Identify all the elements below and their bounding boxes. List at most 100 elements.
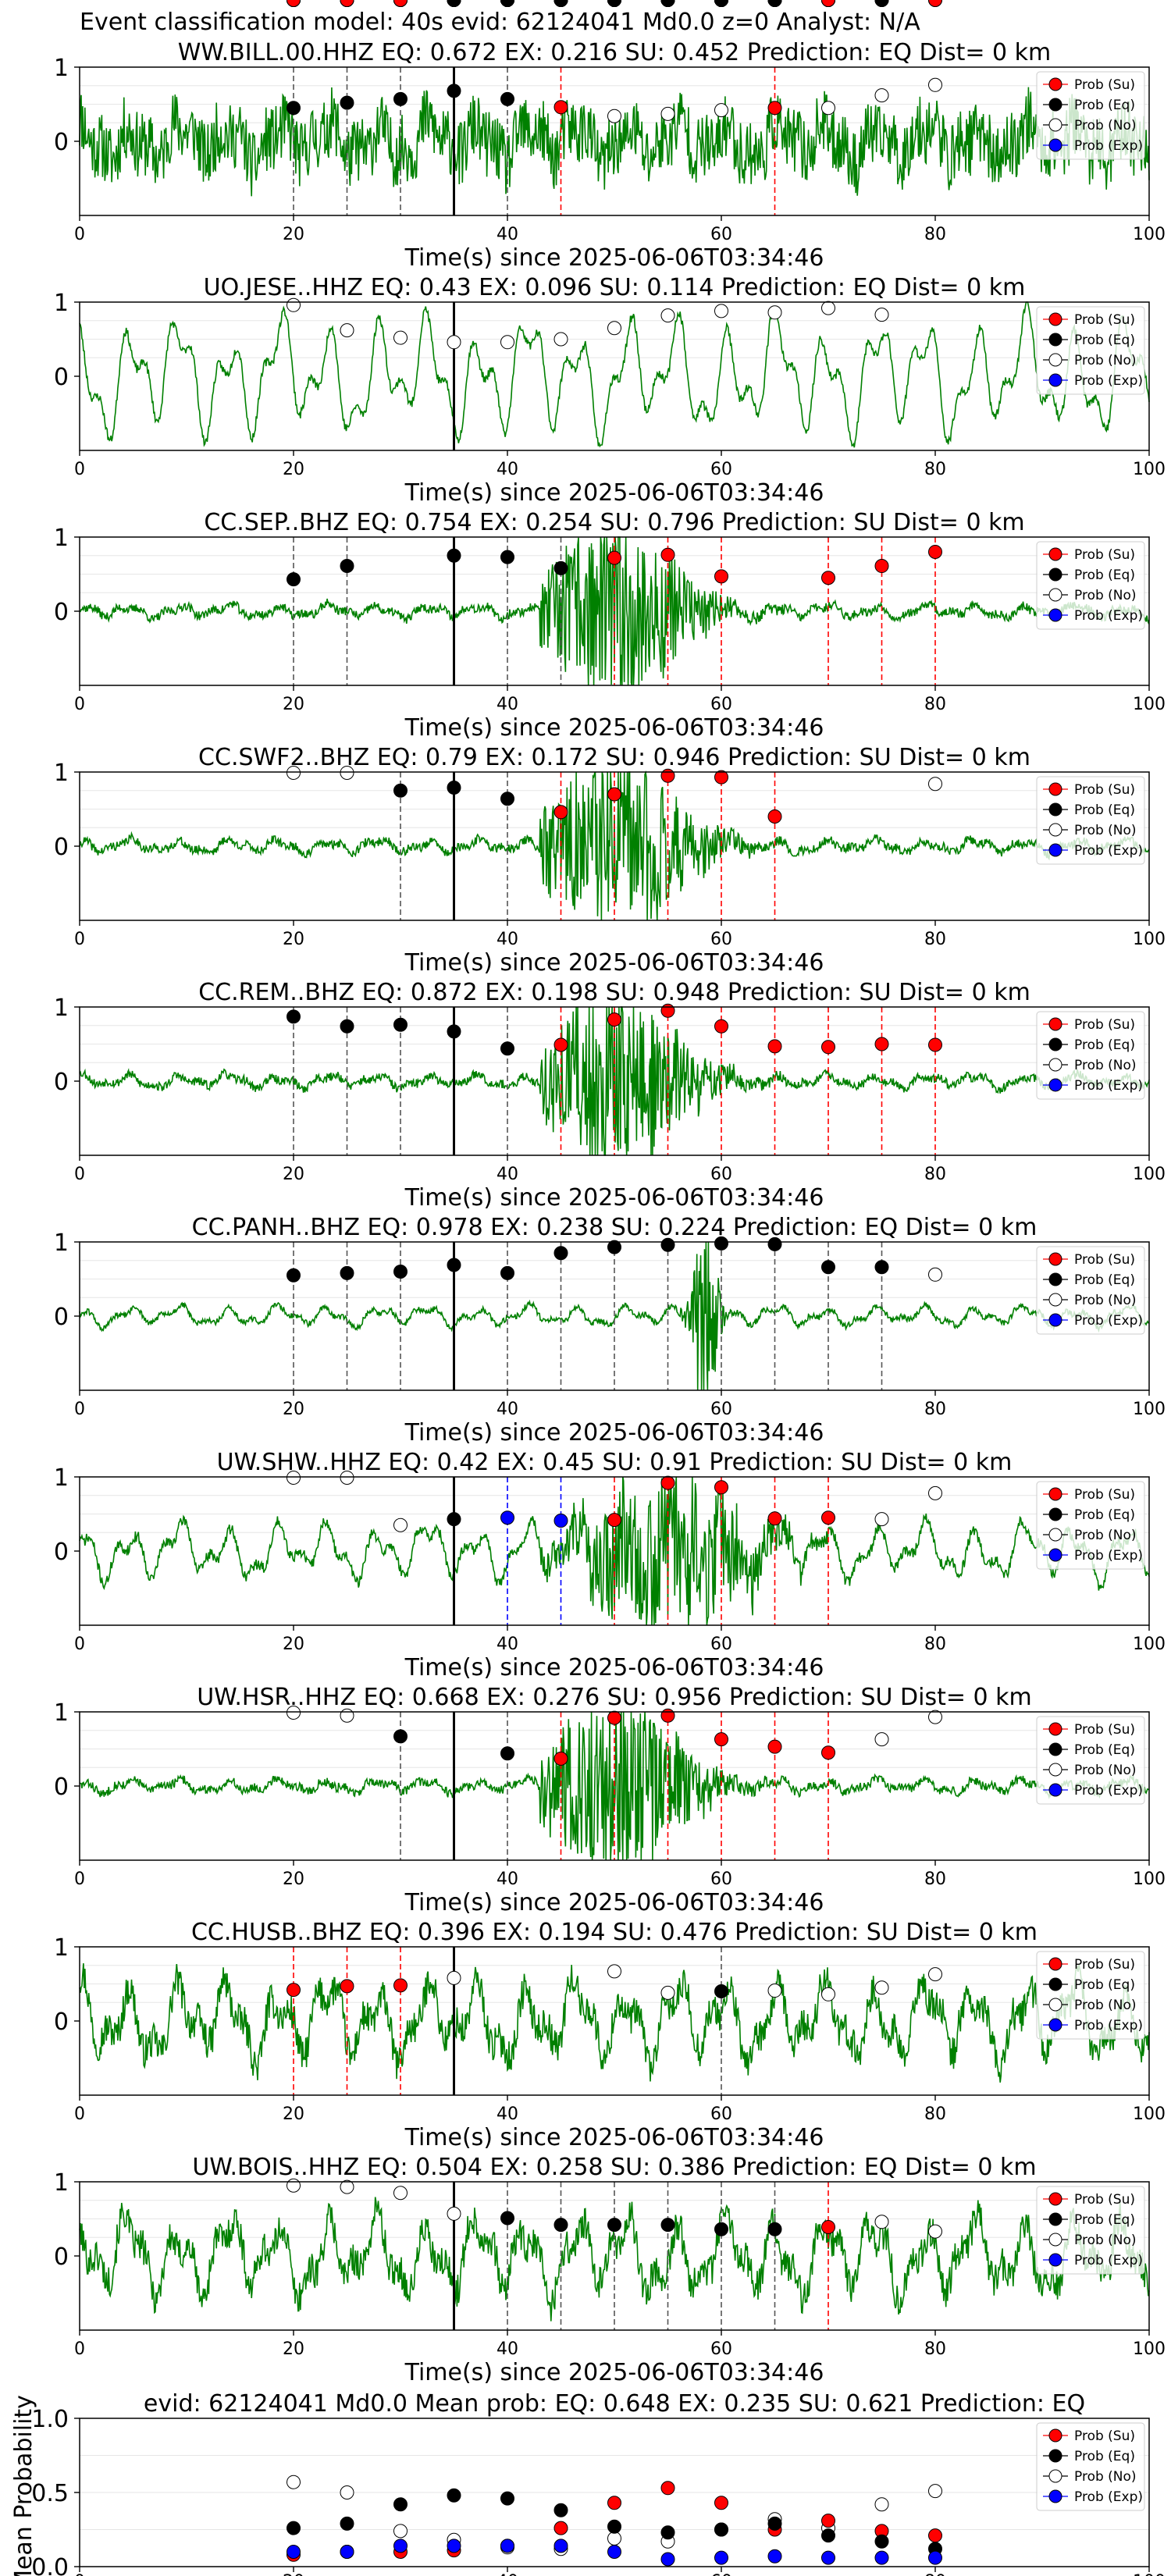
prob-point-su bbox=[928, 1037, 942, 1052]
y-tick-label: 0 bbox=[54, 834, 69, 861]
legend-label-no: Prob (No) bbox=[1074, 823, 1137, 838]
legend-marker-eq bbox=[1048, 802, 1062, 817]
prob-point-eq bbox=[447, 1258, 461, 1272]
x-tick-label: 100 bbox=[1133, 460, 1166, 479]
x-tick-label: 20 bbox=[283, 1400, 304, 1419]
legend-marker-no bbox=[1048, 1528, 1062, 1542]
prob-point-su bbox=[660, 768, 675, 783]
legend-marker-exp bbox=[1048, 2489, 1062, 2503]
prob-point-no bbox=[714, 304, 728, 318]
x-tick-label: 40 bbox=[497, 695, 518, 714]
prob-point-no bbox=[821, 1987, 835, 2001]
mean-point-no bbox=[928, 2484, 942, 2499]
legend-marker-exp bbox=[1048, 373, 1062, 387]
prob-point-su bbox=[821, 1510, 835, 1525]
prob-point-su bbox=[714, 770, 728, 785]
x-tick-label: 60 bbox=[710, 2572, 732, 2576]
x-tick-label: 60 bbox=[710, 2339, 732, 2359]
prob-point-eq bbox=[340, 559, 354, 574]
legend-marker-su bbox=[1048, 77, 1062, 91]
mean-point-eq bbox=[393, 2497, 408, 2512]
prob-point-no bbox=[287, 2178, 301, 2193]
prob-point-eq bbox=[553, 560, 568, 575]
prob-point-no bbox=[607, 1964, 621, 1979]
legend: Prob (Su) Prob (Eq) Prob (No) Prob (Exp) bbox=[1036, 2422, 1145, 2511]
legend-label-eq: Prob (Eq) bbox=[1074, 333, 1135, 348]
x-axis-label: Time(s) since 2025-06-06T03:34:46 bbox=[404, 1419, 824, 1446]
legend-marker-no bbox=[1048, 1058, 1062, 1072]
prob-point-no bbox=[928, 1485, 942, 1500]
prob-point-su bbox=[607, 550, 621, 565]
prob-point-su bbox=[393, 0, 408, 7]
legend: Prob (Su) Prob (Eq) Prob (No) Prob (Exp) bbox=[1036, 71, 1145, 160]
mean-point-su bbox=[660, 2481, 675, 2496]
legend-label-no: Prob (No) bbox=[1074, 1528, 1137, 1543]
x-tick-label: 20 bbox=[283, 460, 304, 479]
waveform-trace-9 bbox=[79, 2197, 1150, 2322]
prob-point-eq bbox=[714, 0, 728, 7]
legend-marker-su bbox=[1048, 1957, 1062, 1971]
x-tick-label: 0 bbox=[74, 1400, 85, 1419]
prob-point-no bbox=[340, 1470, 354, 1485]
prob-point-no bbox=[393, 330, 408, 345]
prob-point-eq bbox=[340, 1019, 354, 1034]
mean-point-no bbox=[874, 2497, 889, 2512]
mean-point-eq bbox=[287, 2521, 301, 2535]
prob-point-su bbox=[821, 1040, 835, 1055]
mean-point-su bbox=[714, 2496, 728, 2510]
waveform-trace-3 bbox=[79, 770, 1150, 921]
prob-point-su bbox=[607, 1513, 621, 1528]
x-tick-label: 80 bbox=[924, 1870, 946, 1889]
mean-point-exp bbox=[553, 2539, 568, 2553]
legend-label-exp: Prob (Exp) bbox=[1074, 2489, 1143, 2505]
x-tick-label: 20 bbox=[283, 1165, 304, 1184]
x-tick-label: 40 bbox=[497, 2572, 518, 2576]
prob-point-eq bbox=[767, 0, 782, 7]
prob-point-no bbox=[821, 301, 835, 315]
prob-point-no bbox=[874, 1512, 889, 1527]
prob-point-eq bbox=[607, 1240, 621, 1254]
prob-point-eq bbox=[393, 1265, 408, 1279]
x-axis-label: Time(s) since 2025-06-06T03:34:46 bbox=[404, 1654, 824, 1681]
prob-point-su bbox=[340, 1979, 354, 1994]
x-tick-label: 0 bbox=[74, 2105, 85, 2124]
y-tick-label: 1 bbox=[54, 290, 69, 317]
x-tick-label: 40 bbox=[497, 2105, 518, 2124]
chart-title: UW.SHW..HHZ EQ: 0.42 EX: 0.45 SU: 0.91 P… bbox=[217, 1449, 1013, 1476]
mean-point-exp bbox=[874, 2550, 889, 2565]
waveform-trace-8 bbox=[79, 1963, 1150, 2083]
y-tick-label: 0 bbox=[54, 599, 69, 626]
prob-point-no bbox=[447, 1970, 461, 1985]
prob-point-no bbox=[874, 2215, 889, 2229]
legend-label-eq: Prob (Eq) bbox=[1074, 98, 1135, 113]
mean-point-exp bbox=[821, 2550, 835, 2565]
prob-point-su bbox=[553, 1751, 568, 1766]
legend-label-no: Prob (No) bbox=[1074, 2233, 1137, 2248]
legend-frame bbox=[1036, 306, 1145, 395]
prob-point-su bbox=[607, 1012, 621, 1027]
mean-point-exp bbox=[928, 2550, 942, 2565]
mean-point-eq bbox=[874, 2534, 889, 2549]
x-tick-label: 60 bbox=[710, 1165, 732, 1184]
legend-label-exp: Prob (Exp) bbox=[1074, 1313, 1143, 1329]
prob-point-no bbox=[660, 308, 675, 323]
legend-marker-no bbox=[1048, 588, 1062, 602]
x-tick-label: 60 bbox=[710, 460, 732, 479]
legend: Prob (Su) Prob (Eq) Prob (No) Prob (Exp) bbox=[1036, 1716, 1145, 1805]
prob-point-no bbox=[928, 1967, 942, 1982]
prob-point-no bbox=[447, 335, 461, 350]
legend-marker-eq bbox=[1048, 568, 1062, 582]
x-tick-label: 20 bbox=[283, 2339, 304, 2359]
mean-point-exp bbox=[340, 2545, 354, 2559]
legend-label-su: Prob (Su) bbox=[1074, 1487, 1135, 1503]
mean-point-exp bbox=[447, 2539, 461, 2553]
x-tick-label: 100 bbox=[1133, 1635, 1166, 1654]
prob-point-su bbox=[660, 547, 675, 562]
legend-marker-no bbox=[1048, 1293, 1062, 1307]
y-tick-label: 0 bbox=[54, 1539, 69, 1566]
x-tick-label: 100 bbox=[1133, 695, 1166, 714]
prob-point-eq bbox=[393, 1729, 408, 1744]
x-tick-label: 0 bbox=[74, 1870, 85, 1889]
x-tick-label: 100 bbox=[1133, 2105, 1166, 2124]
